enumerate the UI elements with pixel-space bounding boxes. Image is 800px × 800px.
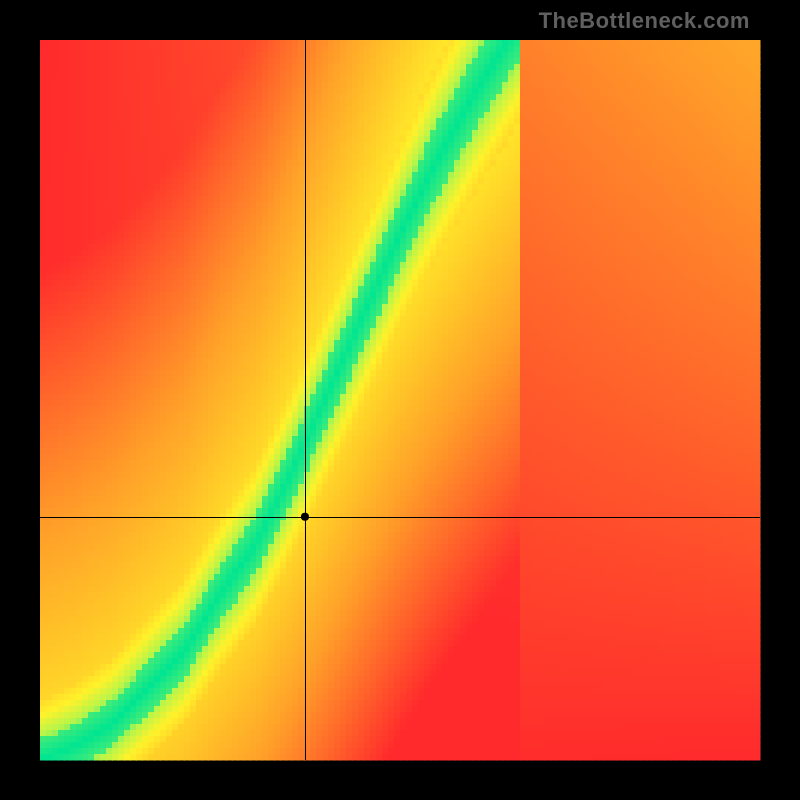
bottleneck-heatmap	[0, 0, 800, 800]
watermark-label: TheBottleneck.com	[539, 8, 750, 34]
chart-container: TheBottleneck.com	[0, 0, 800, 800]
